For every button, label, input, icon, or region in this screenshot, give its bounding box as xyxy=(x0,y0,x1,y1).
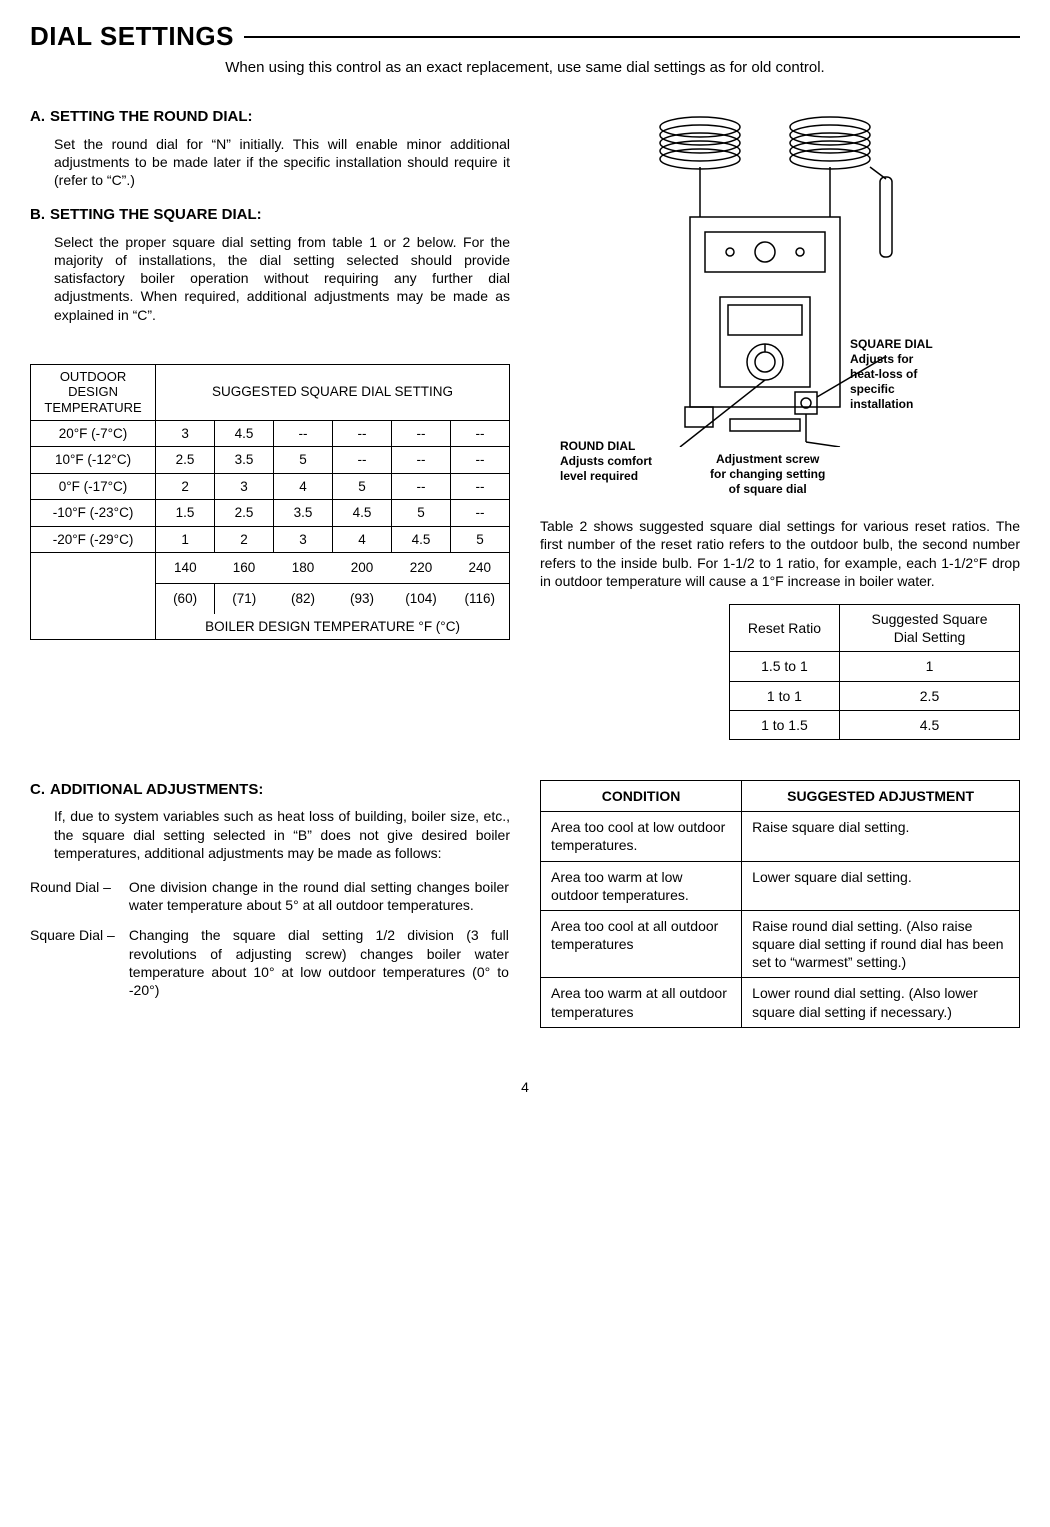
table2-h1: Reset Ratio xyxy=(729,605,839,652)
table1-value-cell: 5 xyxy=(333,473,392,500)
table3-condition-cell: Area too warm at low outdoor temperature… xyxy=(541,861,742,910)
table1-value-cell: 3 xyxy=(215,473,274,500)
table3-condition-cell: Area too cool at low outdoor temperature… xyxy=(541,812,742,861)
table1-value-cell: -- xyxy=(392,447,451,474)
square-dial-adjustment: Square Dial – Changing the square dial s… xyxy=(30,926,510,999)
round-dial-adjustment: Round Dial – One division change in the … xyxy=(30,878,510,914)
table3-condition-cell: Area too cool at all outdoor temperature… xyxy=(541,910,742,978)
device-figure: SQUARE DIALAdjusts forheat-loss ofspecif… xyxy=(540,107,1020,487)
table3-adjustment-cell: Raise round dial setting. (Also raise sq… xyxy=(742,910,1020,978)
table1-value-cell: -- xyxy=(274,420,333,447)
section-a-heading: A.SETTING THE ROUND DIAL: xyxy=(30,107,510,127)
title-rule xyxy=(244,36,1020,38)
section-c-heading: C.ADDITIONAL ADJUSTMENTS: xyxy=(30,780,510,800)
table1-value-cell: -- xyxy=(451,473,510,500)
table2-ratio-cell: 1 to 1.5 xyxy=(729,710,839,739)
table3-adjustment-cell: Lower round dial setting. (Also lower sq… xyxy=(742,978,1020,1027)
table1-left-header: OUTDOOR DESIGN TEMPERATURE xyxy=(31,364,156,420)
table2-setting-cell: 4.5 xyxy=(840,710,1020,739)
table1-value-cell: 3.5 xyxy=(274,500,333,527)
table-2: Reset Ratio Suggested Square Dial Settin… xyxy=(729,604,1020,740)
table1-value-cell: 2.5 xyxy=(215,500,274,527)
table2-setting-cell: 2.5 xyxy=(840,681,1020,710)
table1-bottom-label: BOILER DESIGN TEMPERATURE °F (°C) xyxy=(156,614,510,640)
table1-value-cell: -- xyxy=(392,420,451,447)
subtitle: When using this control as an exact repl… xyxy=(30,58,1020,78)
table1-temp-cell: 20°F (-7°C) xyxy=(31,420,156,447)
table1-value-cell: -- xyxy=(451,447,510,474)
callout-round-dial: ROUND DIALAdjusts comfortlevel required xyxy=(560,439,652,484)
table1-value-cell: -- xyxy=(392,473,451,500)
table3-condition-cell: Area too warm at all outdoor temperature… xyxy=(541,978,742,1027)
page-title: DIAL SETTINGS xyxy=(30,20,244,54)
table3-adjustment-cell: Lower square dial setting. xyxy=(742,861,1020,910)
table1-value-cell: 3.5 xyxy=(215,447,274,474)
table2-setting-cell: 1 xyxy=(840,652,1020,681)
table1-temp-cell: -10°F (-23°C) xyxy=(31,500,156,527)
table2-ratio-cell: 1 to 1 xyxy=(729,681,839,710)
table1-value-cell: 5 xyxy=(392,500,451,527)
table1-right-header: SUGGESTED SQUARE DIAL SETTING xyxy=(156,364,510,420)
callout-adj-screw: Adjustment screwfor changing settingof s… xyxy=(710,452,825,497)
table-3: CONDITION SUGGESTED ADJUSTMENT Area too … xyxy=(540,780,1020,1028)
callout-square-dial: SQUARE DIALAdjusts forheat-loss ofspecif… xyxy=(850,337,933,412)
section-b-body: Select the proper square dial setting fr… xyxy=(54,233,510,324)
table1-value-cell: 4 xyxy=(333,526,392,553)
table1-value-cell: 5 xyxy=(451,526,510,553)
table3-adjustment-cell: Raise square dial setting. xyxy=(742,812,1020,861)
table1-value-cell: 4.5 xyxy=(333,500,392,527)
table1-value-cell: 2.5 xyxy=(156,447,215,474)
section-c-intro: If, due to system variables such as heat… xyxy=(54,807,510,862)
table1-value-cell: -- xyxy=(451,500,510,527)
section-b-heading: B.SETTING THE SQUARE DIAL: xyxy=(30,205,510,225)
table1-value-cell: 4.5 xyxy=(215,420,274,447)
table3-h1: CONDITION xyxy=(541,780,742,811)
table1-value-cell: 4.5 xyxy=(392,526,451,553)
section-a-body: Set the round dial for “N” initially. Th… xyxy=(54,135,510,190)
table2-ratio-cell: 1.5 to 1 xyxy=(729,652,839,681)
table2-intro: Table 2 shows suggested square dial sett… xyxy=(540,517,1020,590)
table1-value-cell: 3 xyxy=(156,420,215,447)
table1-value-cell: -- xyxy=(451,420,510,447)
table2-h2: Suggested Square Dial Setting xyxy=(840,605,1020,652)
table1-value-cell: 2 xyxy=(215,526,274,553)
table1-value-cell: 4 xyxy=(274,473,333,500)
table1-value-cell: -- xyxy=(333,447,392,474)
table1-temp-cell: 0°F (-17°C) xyxy=(31,473,156,500)
table-1: OUTDOOR DESIGN TEMPERATURE SUGGESTED SQU… xyxy=(30,364,510,640)
table1-value-cell: 2 xyxy=(156,473,215,500)
table1-value-cell: 1.5 xyxy=(156,500,215,527)
table1-value-cell: 5 xyxy=(274,447,333,474)
page-number: 4 xyxy=(30,1078,1020,1096)
table3-h2: SUGGESTED ADJUSTMENT xyxy=(742,780,1020,811)
table1-temp-cell: 10°F (-12°C) xyxy=(31,447,156,474)
table1-temp-cell: -20°F (-29°C) xyxy=(31,526,156,553)
table1-value-cell: 3 xyxy=(274,526,333,553)
table1-value-cell: 1 xyxy=(156,526,215,553)
table1-value-cell: -- xyxy=(333,420,392,447)
